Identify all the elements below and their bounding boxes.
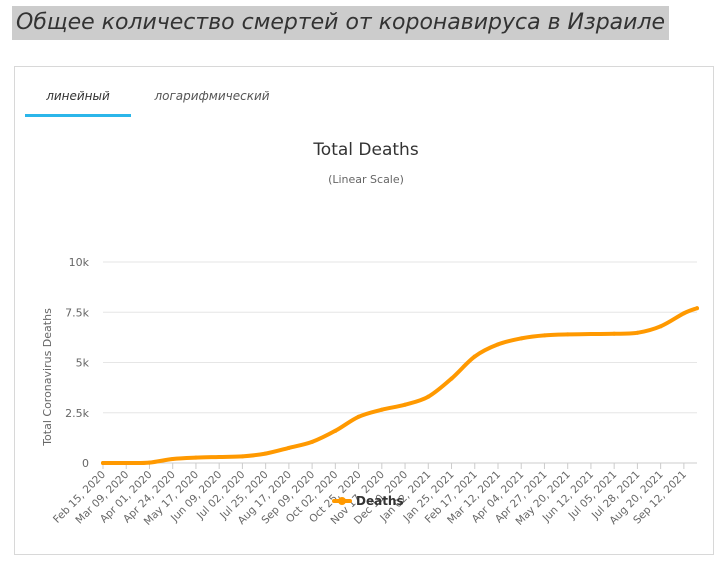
data-point[interactable] xyxy=(147,460,152,465)
grid-lines xyxy=(103,261,697,464)
data-point[interactable] xyxy=(403,402,408,407)
y-axis-ticks: 0 2.5k 5k 7.5k 10k xyxy=(65,256,89,470)
series-line-deaths[interactable] xyxy=(101,306,699,466)
legend-label-deaths: Deaths xyxy=(356,494,404,508)
y-tick-label: 7.5k xyxy=(65,306,89,319)
data-point[interactable] xyxy=(379,407,384,412)
data-point[interactable] xyxy=(635,330,640,335)
tab-logarithmic[interactable]: логарифмический xyxy=(154,89,270,103)
data-point[interactable] xyxy=(286,445,291,450)
legend-marker xyxy=(338,497,346,505)
data-point[interactable] xyxy=(472,354,477,359)
y-tick-label: 10k xyxy=(69,256,90,269)
data-point[interactable] xyxy=(681,311,686,316)
data-point[interactable] xyxy=(565,332,570,337)
y-axis-label: Total Coronavirus Deaths xyxy=(41,308,54,447)
data-point[interactable] xyxy=(519,336,524,341)
data-point[interactable] xyxy=(449,376,454,381)
data-point[interactable] xyxy=(217,454,222,459)
data-point[interactable] xyxy=(170,456,175,461)
data-point[interactable] xyxy=(101,461,105,465)
series-layer xyxy=(101,306,699,466)
data-point[interactable] xyxy=(356,414,361,419)
data-point[interactable] xyxy=(542,333,547,338)
page-title: Общее количество смертей от коронавируса… xyxy=(12,6,670,40)
y-tick-label: 0 xyxy=(82,457,89,470)
data-point[interactable] xyxy=(588,331,593,336)
data-point[interactable] xyxy=(695,306,699,311)
legend[interactable]: Deaths xyxy=(332,494,404,508)
chart-title: Total Deaths xyxy=(312,140,419,160)
data-point[interactable] xyxy=(495,342,500,347)
deaths-line-chart: Total Deaths (Linear Scale) Total Corona… xyxy=(41,140,699,528)
data-point[interactable] xyxy=(333,428,338,433)
data-point[interactable] xyxy=(263,451,268,456)
data-point[interactable] xyxy=(193,455,198,460)
data-point[interactable] xyxy=(426,394,431,399)
y-tick-label: 2.5k xyxy=(65,407,89,420)
chart-card: линейный логарифмический Total Deaths (L… xyxy=(14,66,714,555)
tab-linear[interactable]: линейный xyxy=(25,81,131,117)
data-point[interactable] xyxy=(658,324,663,329)
chart-subtitle: (Linear Scale) xyxy=(328,173,404,186)
data-point[interactable] xyxy=(124,461,129,465)
data-point[interactable] xyxy=(612,331,617,336)
data-point[interactable] xyxy=(310,439,315,444)
data-point[interactable] xyxy=(240,454,245,459)
y-tick-label: 5k xyxy=(76,357,90,370)
